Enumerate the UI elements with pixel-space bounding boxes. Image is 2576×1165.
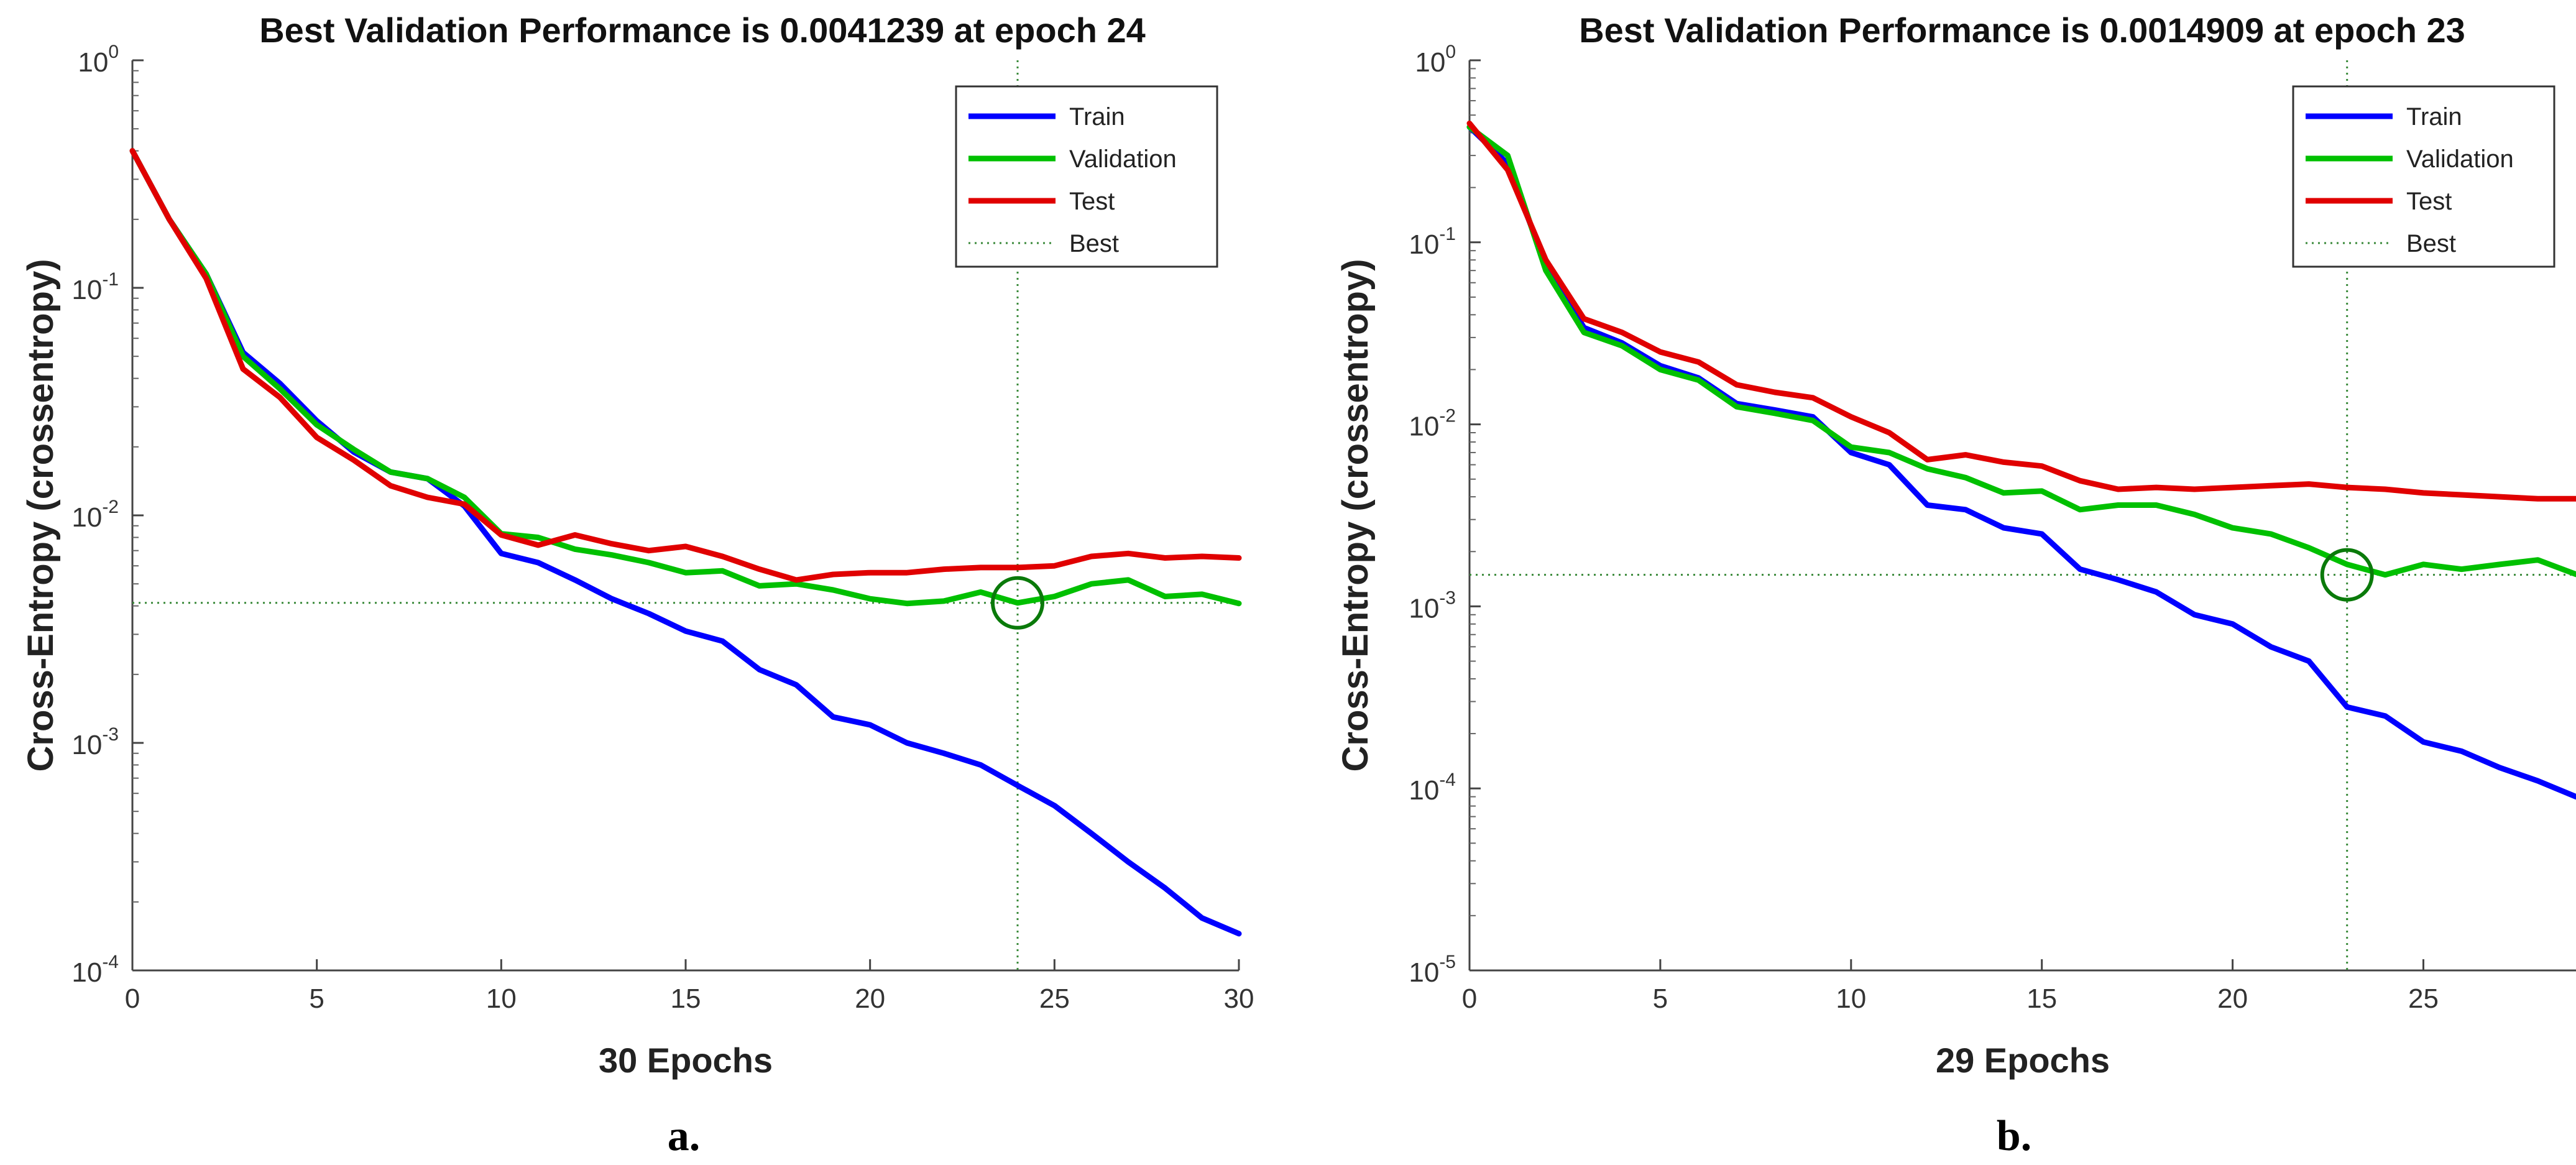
legend-label-best: Best (2406, 230, 2456, 257)
x-tick-label: 0 (125, 983, 140, 1014)
best-marker-circle (991, 576, 1044, 630)
chart-b: 0 5 10 15 20 25 100 10-1 10-2 10-3 10-4 10-5 Train Va… (1335, 11, 2576, 1160)
series-line-test (129, 148, 1242, 583)
y-tick-label: 100 (1415, 42, 1456, 78)
figure-caption: a. (668, 1112, 701, 1160)
chart-title: Best Validation Performance is 0.0041239… (259, 11, 1146, 50)
x-axis-label: 29 Epochs (1936, 1041, 2110, 1080)
series-line-test (1466, 121, 2576, 502)
legend-label-best: Best (1069, 230, 1119, 257)
chart-a: 0 5 10 15 20 25 30 100 10-1 10-2 10-3 10-4 Train Vali… (21, 11, 1254, 1160)
y-tick-label: 10-4 (1409, 770, 1456, 806)
x-axis-label: 30 Epochs (599, 1041, 773, 1080)
series-line-train (1466, 124, 2576, 800)
x-tick-label: 20 (2217, 983, 2248, 1014)
legend-label-test: Test (1069, 188, 1115, 215)
chart-title: Best Validation Performance is 0.0014909… (1579, 11, 2465, 50)
x-tick-label: 20 (855, 983, 885, 1014)
legend-label-validation: Validation (1069, 145, 1177, 173)
x-tick-label: 5 (309, 983, 324, 1014)
x-tick-label: 5 (1653, 983, 1668, 1014)
y-tick-label: 10-3 (71, 724, 119, 760)
legend-label-train: Train (2406, 103, 2462, 131)
x-tick-label: 15 (2026, 983, 2057, 1014)
x-tick-label: 25 (1039, 983, 1070, 1014)
legend-label-train: Train (1069, 103, 1125, 131)
y-tick-label: 10-2 (1409, 406, 1456, 442)
x-tick-label: 10 (486, 983, 517, 1014)
y-tick-label: 100 (78, 42, 119, 78)
legend-label-validation: Validation (2406, 145, 2514, 173)
y-axis-label: Cross-Entropy (crossentropy) (21, 259, 61, 771)
y-tick-label: 10-4 (71, 952, 119, 988)
legend-label-test: Test (2406, 188, 2452, 215)
figure-caption: b. (1997, 1112, 2031, 1160)
x-tick-label: 15 (671, 983, 701, 1014)
best-marker-circle (2320, 548, 2374, 602)
series-line-validation (129, 148, 1242, 607)
series-line-validation (1466, 124, 2576, 578)
y-tick-label: 10-3 (1409, 587, 1456, 624)
x-tick-label: 0 (1462, 983, 1477, 1014)
series-line-train (129, 148, 1242, 937)
x-tick-label: 10 (1836, 983, 1866, 1014)
y-tick-label: 10-2 (71, 497, 119, 533)
x-tick-label: 25 (2408, 983, 2439, 1014)
y-tick-label: 10-1 (71, 269, 119, 305)
y-tick-label: 10-5 (1409, 952, 1456, 988)
x-tick-label: 30 (1224, 983, 1254, 1014)
y-axis-label: Cross-Entropy (crossentropy) (1335, 259, 1376, 771)
y-tick-label: 10-1 (1409, 224, 1456, 260)
